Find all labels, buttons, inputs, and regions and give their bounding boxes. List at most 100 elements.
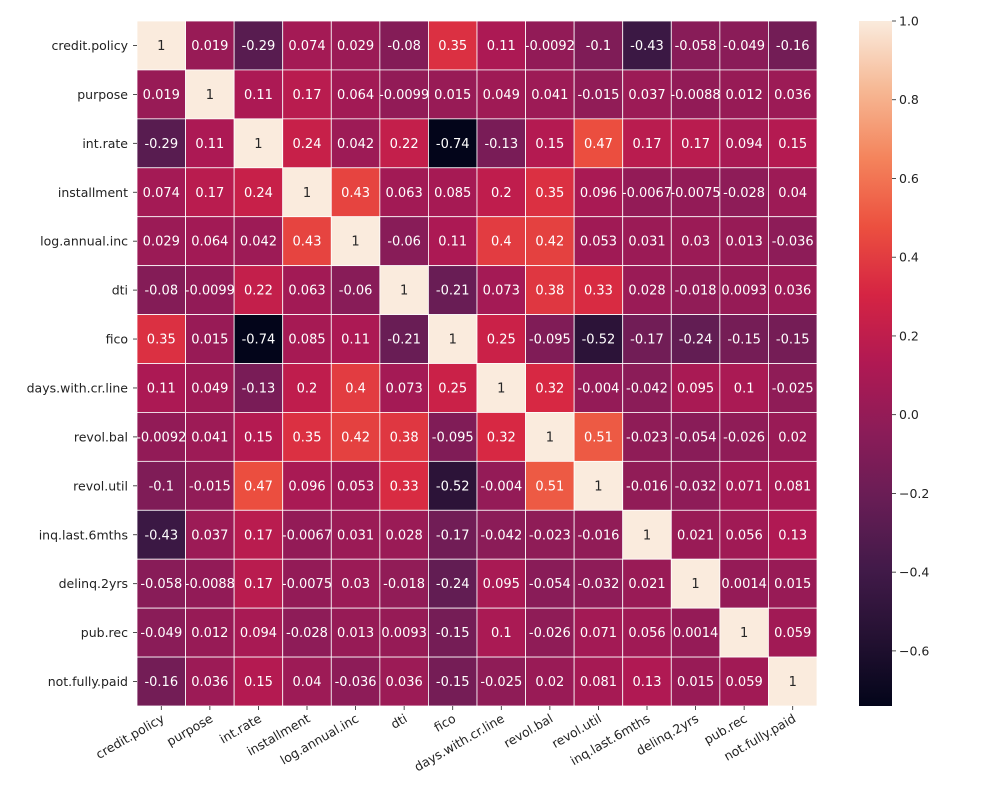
- heatmap-cell: [525, 607, 575, 658]
- cell-value-label: -0.24: [679, 333, 713, 348]
- heatmap-cell: [379, 460, 429, 511]
- cell-value-label: 1: [691, 577, 699, 592]
- cell-value-label: 0.43: [341, 186, 370, 201]
- heatmap-cell: [719, 265, 769, 315]
- cell-value-label: 0.028: [386, 528, 423, 543]
- cell-value-label: -0.025: [772, 381, 814, 396]
- y-tick-label: dti: [112, 283, 128, 298]
- cell-value-label: 0.1: [734, 381, 755, 396]
- x-tick-label: credit.policy: [93, 710, 167, 762]
- cell-value-label: 0.15: [244, 675, 273, 690]
- cell-value-label: 0.13: [633, 675, 662, 690]
- heatmap-cell: [719, 558, 769, 609]
- heatmap-cell: [768, 607, 818, 658]
- cell-value-label: -0.21: [436, 284, 470, 299]
- heatmap-cell: [573, 412, 624, 462]
- heatmap-cell: [670, 558, 721, 609]
- heatmap-cell: [330, 363, 381, 413]
- cell-value-label: -0.29: [144, 137, 178, 152]
- heatmap-cell: [379, 558, 429, 609]
- heatmap-cell: [622, 118, 672, 169]
- heatmap-cell: [428, 412, 478, 462]
- cell-value-label: 0.17: [633, 137, 662, 152]
- heatmap-cell: [622, 69, 672, 120]
- cell-value-label: 0.42: [341, 430, 370, 445]
- cell-value-label: 0.037: [191, 528, 228, 543]
- cell-value-label: 0.081: [774, 479, 811, 494]
- heatmap-cell: [233, 460, 284, 511]
- cell-value-label: -0.0088: [670, 88, 720, 103]
- cell-value-label: -0.036: [335, 675, 377, 690]
- cell-value-label: 1: [206, 88, 214, 103]
- cell-value-label: 0.095: [483, 577, 520, 592]
- cell-value-label: 1: [449, 333, 457, 348]
- heatmap-cell: [476, 509, 526, 560]
- cell-value-label: 0.33: [390, 479, 419, 494]
- heatmap-cell: [573, 558, 624, 609]
- cell-value-label: 0.049: [483, 88, 520, 103]
- cell-value-label: 0.029: [143, 235, 180, 250]
- cell-value-label: 1: [351, 235, 359, 250]
- cell-value-label: 0.02: [778, 430, 807, 445]
- cell-value-label: 0.021: [628, 577, 665, 592]
- cell-value-label: 0.38: [390, 430, 419, 445]
- heatmap-cell: [136, 167, 186, 218]
- cell-value-label: 0.041: [191, 430, 228, 445]
- cell-value-label: 0.042: [337, 137, 374, 152]
- cell-value-label: 0.036: [774, 284, 811, 299]
- cell-value-label: 0.33: [584, 284, 613, 299]
- heatmap-cell: [670, 167, 721, 218]
- heatmap-cell: [136, 20, 186, 71]
- colorbar-tick-label: 0.6: [899, 171, 919, 186]
- heatmap-cell: [768, 558, 818, 609]
- cell-value-label: -0.06: [387, 235, 421, 250]
- colorbar-tick-label: 0.8: [899, 92, 919, 107]
- heatmap-cell: [282, 167, 332, 218]
- heatmap-cell: [428, 509, 478, 560]
- cell-value-label: -0.058: [140, 577, 182, 592]
- cell-value-label: 0.096: [288, 479, 325, 494]
- heatmap-cell: [525, 167, 575, 218]
- y-tick-label: purpose: [77, 87, 128, 102]
- heatmap-cell: [573, 607, 624, 658]
- cell-value-label: 0.031: [337, 528, 374, 543]
- heatmap-cell: [282, 69, 332, 120]
- cell-value-label: 0.074: [288, 39, 325, 54]
- heatmap-cell: [330, 265, 381, 315]
- cell-value-label: -0.15: [727, 333, 761, 348]
- cell-value-label: 0.036: [774, 88, 811, 103]
- colorbar-tick-label: −0.2: [899, 486, 929, 501]
- cell-value-label: 0.015: [774, 577, 811, 592]
- cell-value-label: 0.094: [726, 137, 763, 152]
- x-tick-label: dti: [388, 711, 410, 732]
- cell-value-label: -0.08: [387, 39, 421, 54]
- cell-value-label: 0.081: [580, 675, 617, 690]
- heatmap-cell: [330, 167, 381, 218]
- cell-value-label: 0.071: [726, 479, 763, 494]
- heatmap-cell: [670, 412, 721, 462]
- heatmap-cell: [622, 314, 672, 364]
- heatmap-cell: [622, 509, 672, 560]
- heatmap-cell: [379, 363, 429, 413]
- cell-value-label: -0.43: [630, 39, 664, 54]
- heatmap-cells: 1 0.019 -0.29 0.074 0.029 -0.08 0.35 0.11 -0.009…: [136, 20, 818, 707]
- heatmap-cell: [622, 607, 672, 658]
- cell-value-label: 0.0014: [673, 626, 719, 641]
- cell-value-label: 0.11: [438, 235, 467, 250]
- cell-value-label: -0.13: [242, 381, 276, 396]
- heatmap-cell: [622, 265, 672, 315]
- colorbar-tick-label: 0.4: [899, 250, 919, 265]
- cell-value-label: 0.35: [293, 430, 322, 445]
- x-tick-label: fico: [431, 711, 458, 735]
- heatmap-cell: [428, 314, 478, 364]
- heatmap-cell: [573, 216, 624, 267]
- heatmap-cell: [330, 216, 381, 267]
- heatmap-cell: [282, 314, 332, 364]
- y-tick-label: installment: [58, 185, 128, 200]
- heatmap-cell: [768, 509, 818, 560]
- cell-value-label: 0.036: [191, 675, 228, 690]
- cell-value-label: 0.32: [487, 430, 516, 445]
- cell-value-label: -0.16: [144, 675, 178, 690]
